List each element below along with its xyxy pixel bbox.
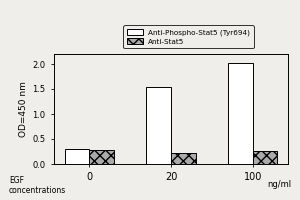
Bar: [171, 153, 196, 164]
Text: EGF
concentrations: EGF concentrations: [9, 176, 66, 195]
Bar: [89, 150, 114, 164]
Bar: [64, 149, 89, 164]
Text: ng/ml: ng/ml: [267, 180, 291, 189]
Bar: [228, 63, 253, 164]
Y-axis label: OD=450 nm: OD=450 nm: [20, 81, 28, 137]
Bar: [253, 150, 278, 164]
Legend: Anti-Phospho-Stat5 (Tyr694), Anti-Stat5: Anti-Phospho-Stat5 (Tyr694), Anti-Stat5: [123, 25, 254, 48]
Bar: [146, 86, 171, 164]
